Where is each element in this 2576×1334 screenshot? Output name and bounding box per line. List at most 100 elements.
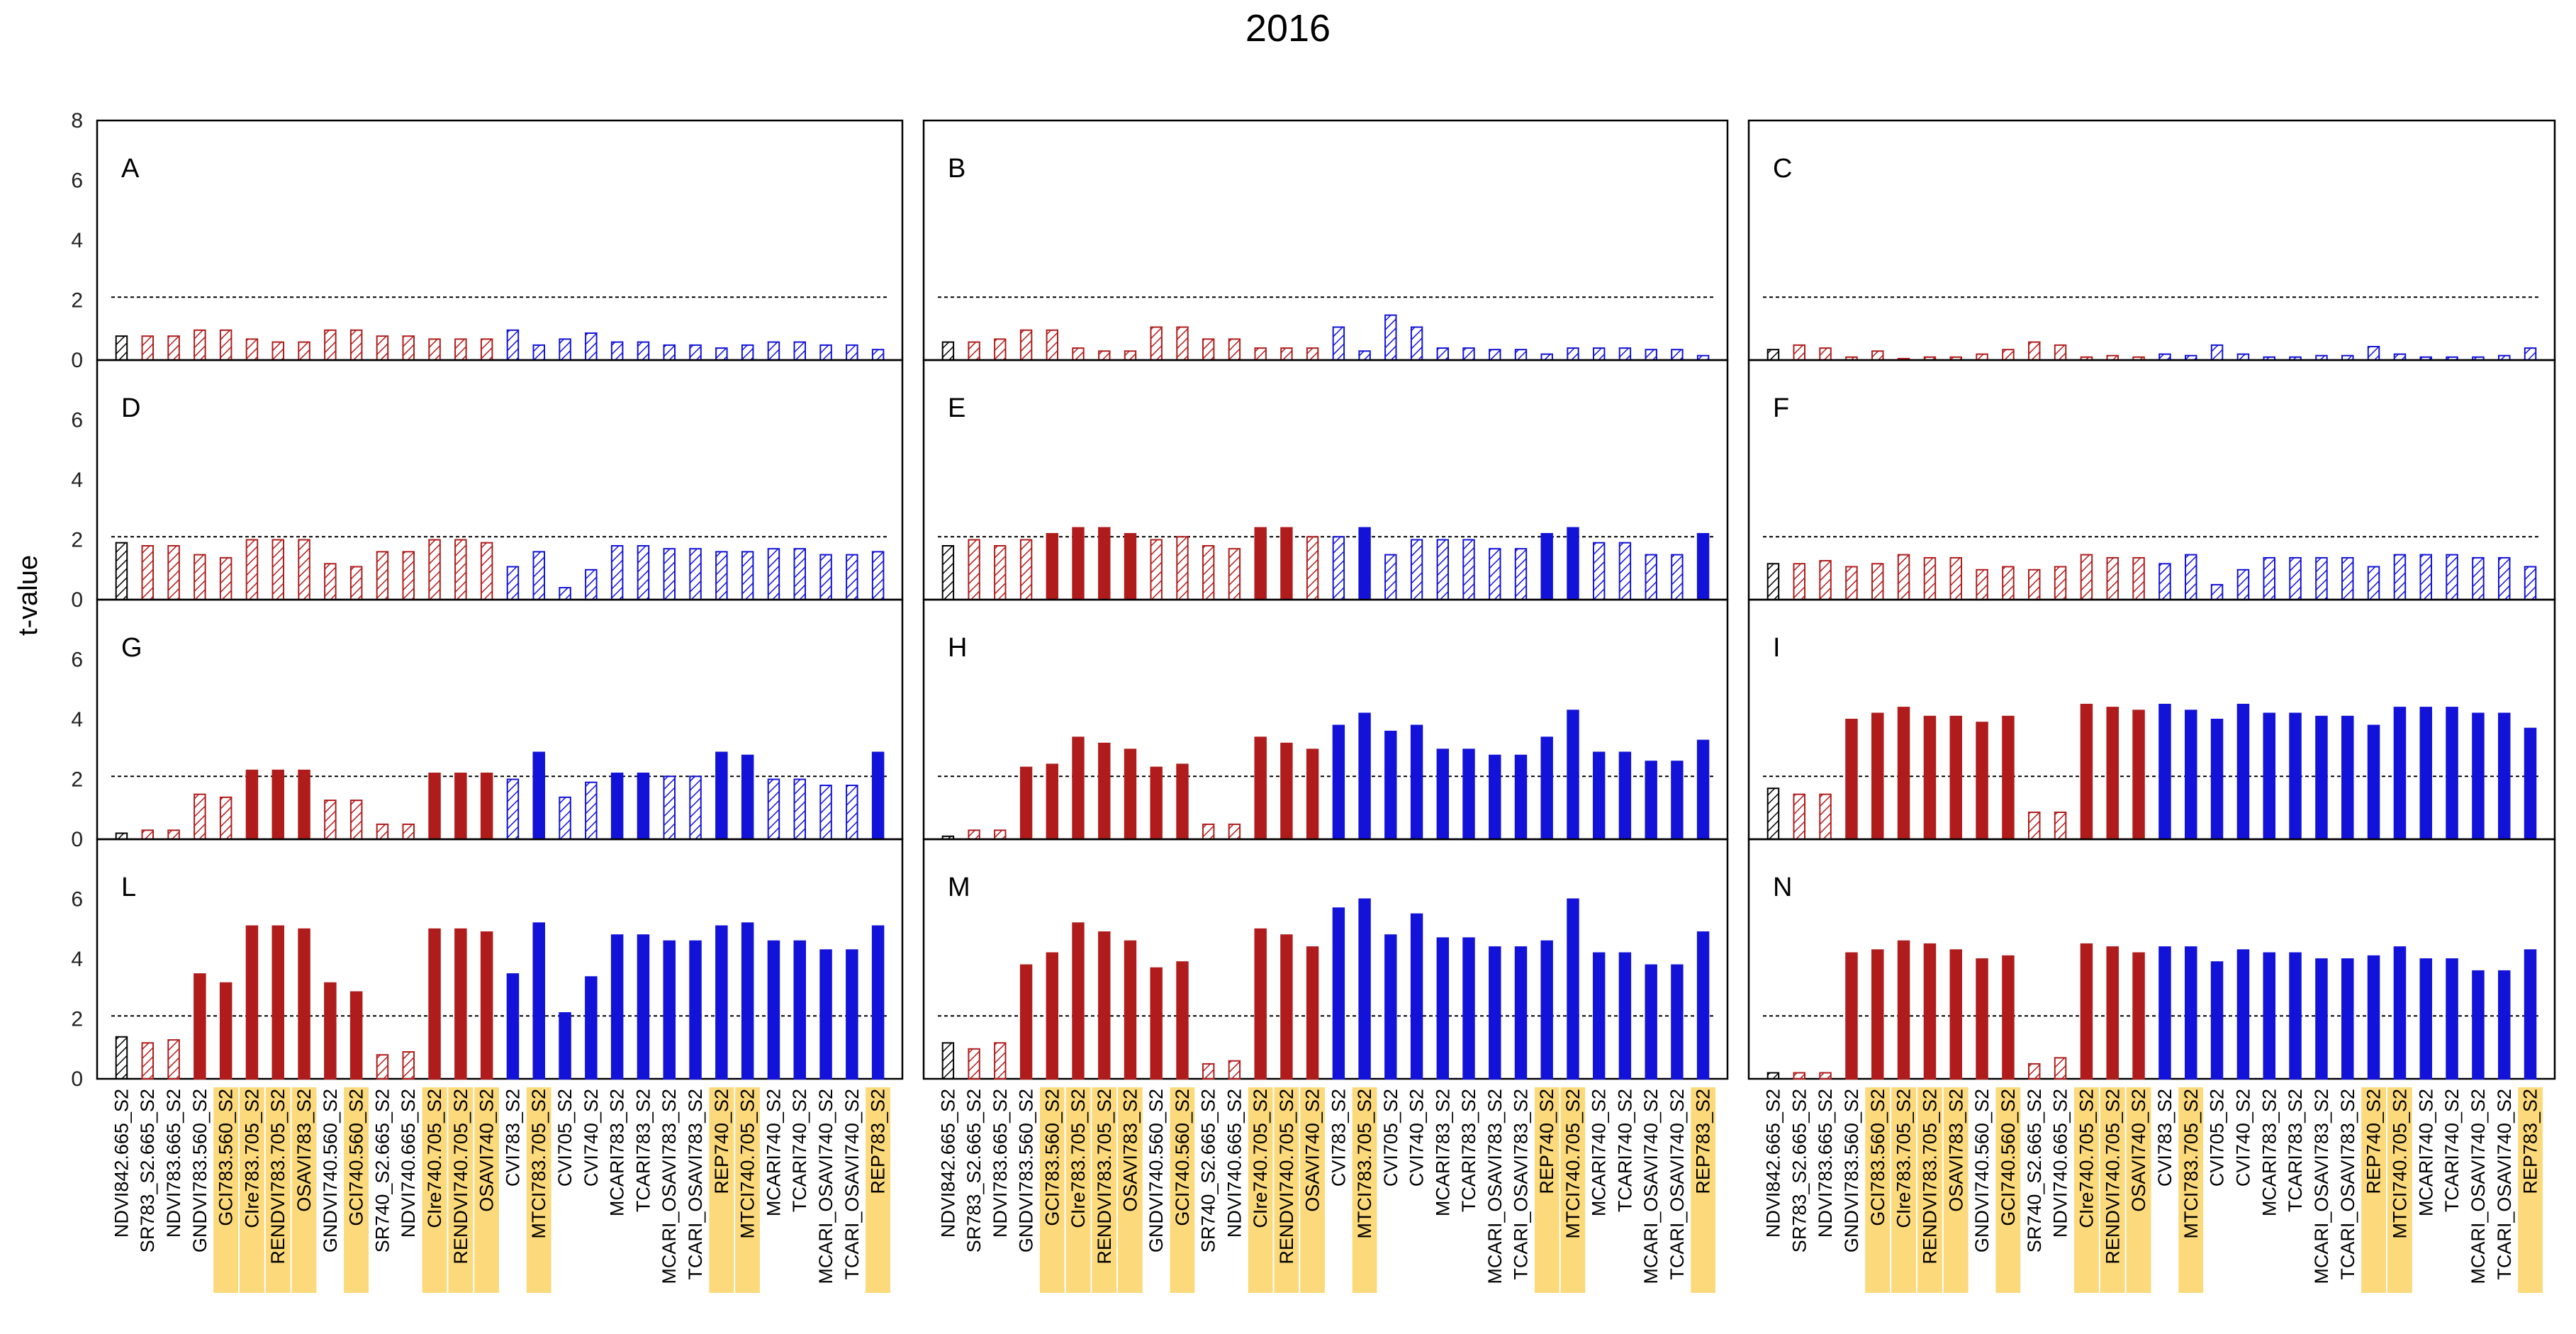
bar-M-GNDVI783.560_S2 bbox=[1019, 964, 1033, 1080]
bar-H-OSAVI783_S2 bbox=[1124, 749, 1137, 841]
bar-L-CVI740_S2 bbox=[585, 976, 598, 1080]
y-axis-label: t-value bbox=[13, 555, 43, 636]
bar-F-OSAVI783_S2 bbox=[1949, 556, 1962, 601]
bar-B-CVI783_S2 bbox=[1332, 326, 1345, 361]
category-label: MTCI740.705_S2 bbox=[2389, 1089, 2410, 1239]
bar-A-SR783_S2.665_S2 bbox=[141, 335, 154, 361]
bar-M-MTCI740.705_S2 bbox=[1567, 898, 1579, 1080]
category-label: CVI783_S2 bbox=[502, 1089, 523, 1187]
panel-letter: N bbox=[1773, 873, 1792, 902]
bar-H-CIre783.705_S2 bbox=[1072, 736, 1085, 841]
bar-F-CIre783.705_S2 bbox=[1897, 554, 1910, 600]
category-label: SR783_S2.665_S2 bbox=[963, 1089, 985, 1252]
bar-G-CVI705_S2 bbox=[559, 796, 571, 840]
bar-E-MTCI740.705_S2 bbox=[1567, 527, 1579, 600]
bar-B-RENDVI783.705_S2 bbox=[1098, 350, 1111, 361]
bar-F-MCARI740_S2 bbox=[2419, 554, 2432, 600]
category-label: CVI740_S2 bbox=[581, 1089, 602, 1187]
bar-M-TCARI_OSAVI740_S2 bbox=[1671, 964, 1684, 1080]
bar-I-SR740_S2.665_S2 bbox=[2028, 812, 2041, 840]
bar-L-CVI783_S2 bbox=[506, 973, 520, 1080]
bar-N-SR783_S2.665_S2 bbox=[1793, 1072, 1805, 1080]
bar-G-CVI783_S2 bbox=[506, 778, 520, 840]
bar-M-MCARI_OSAVI783_S2 bbox=[1489, 946, 1501, 1080]
y-tick-label: 0 bbox=[71, 828, 83, 851]
bar-B-TCARI740_S2 bbox=[1618, 347, 1632, 361]
category-label: MCARI740_S2 bbox=[2415, 1089, 2436, 1216]
y-tick-label: 0 bbox=[71, 588, 83, 612]
bar-E-OSAVI740_S2 bbox=[1306, 536, 1319, 600]
bar-M-CIre740.705_S2 bbox=[1254, 928, 1267, 1080]
category-highlight bbox=[344, 1087, 369, 1293]
bar-M-RENDVI783.705_S2 bbox=[1098, 931, 1111, 1080]
y-tick-label: 4 bbox=[71, 469, 83, 492]
bar-N-TCARI_OSAVI783_S2 bbox=[2341, 958, 2354, 1080]
bar-G-MTCI740.705_S2 bbox=[741, 754, 754, 840]
bar-F-TCARI740_S2 bbox=[2446, 554, 2458, 600]
bar-L-RENDVI783.705_S2 bbox=[271, 925, 284, 1080]
bar-D-GNDVI740.560_S2 bbox=[324, 563, 337, 600]
bar-E-NDVI740.665_S2 bbox=[1228, 548, 1241, 601]
bar-I-REP783_S2 bbox=[2524, 727, 2537, 840]
category-label: TCARI783_S2 bbox=[1458, 1089, 1479, 1212]
bar-F-CVI783_S2 bbox=[2158, 563, 2171, 600]
bar-D-GCI740.560_S2 bbox=[349, 566, 363, 600]
category-label: RENDVI740.705_S2 bbox=[1276, 1089, 1297, 1265]
bar-I-TCARI783_S2 bbox=[2289, 712, 2302, 840]
bar-A-MCARI_OSAVI740_S2 bbox=[819, 344, 832, 361]
bar-A-GCI740.560_S2 bbox=[349, 329, 363, 361]
category-label: MTCI740.705_S2 bbox=[1562, 1089, 1584, 1239]
bar-D-CVI783_S2 bbox=[506, 566, 520, 600]
bar-D-TCARI783_S2 bbox=[637, 545, 650, 600]
category-label: GNDVI740.560_S2 bbox=[1971, 1089, 1993, 1252]
bar-L-OSAVI783_S2 bbox=[298, 928, 310, 1080]
panel-F: F bbox=[1747, 359, 2556, 601]
bar-E-REP740_S2 bbox=[1540, 533, 1553, 600]
bar-H-TCARI_OSAVI740_S2 bbox=[1671, 761, 1684, 841]
bar-N-GCI783.560_S2 bbox=[1871, 949, 1884, 1080]
category-label: TCARI_OSAVI740_S2 bbox=[841, 1089, 863, 1280]
bar-A-MTCI740.705_S2 bbox=[741, 344, 754, 361]
category-label: TCARI_OSAVI783_S2 bbox=[2337, 1089, 2358, 1280]
category-label: TCARI783_S2 bbox=[2285, 1089, 2306, 1212]
panel-N: N NDVI842.665_S2 SR783_S2.665_S2 NDVI783.66… bbox=[1747, 838, 2556, 1293]
bar-B-OSAVI783_S2 bbox=[1124, 350, 1137, 361]
bar-B-CIre740.705_S2 bbox=[1254, 347, 1267, 361]
bar-A-MCARI740_S2 bbox=[767, 341, 780, 361]
bar-A-GCI783.560_S2 bbox=[219, 329, 233, 361]
category-label: GCI740.560_S2 bbox=[1998, 1089, 2019, 1226]
bar-C-GCI783.560_S2 bbox=[1871, 350, 1884, 361]
category-highlight bbox=[1039, 1087, 1065, 1293]
category-highlight bbox=[1065, 1087, 1091, 1293]
panel-frame bbox=[96, 359, 904, 601]
bar-N-TCARI783_S2 bbox=[2289, 952, 2302, 1080]
category-label: SR783_S2.665_S2 bbox=[137, 1089, 158, 1252]
category-highlight bbox=[422, 1087, 447, 1293]
bar-M-OSAVI740_S2 bbox=[1306, 946, 1319, 1080]
category-label: MCARI783_S2 bbox=[607, 1089, 628, 1216]
bar-H-GCI740.560_S2 bbox=[1176, 763, 1189, 841]
bar-H-GNDVI783.560_S2 bbox=[1019, 766, 1033, 840]
panel-frame bbox=[1747, 359, 2556, 601]
category-label: GCI740.560_S2 bbox=[346, 1089, 367, 1226]
bar-A-MTCI783.705_S2 bbox=[532, 344, 545, 361]
bar-M-TCARI740_S2 bbox=[1618, 952, 1632, 1080]
bar-N-GNDVI783.560_S2 bbox=[1845, 952, 1858, 1080]
category-label: CVI783_S2 bbox=[1328, 1089, 1349, 1187]
panel-frame bbox=[96, 598, 904, 841]
bar-D-MTCI783.705_S2 bbox=[532, 551, 545, 601]
category-label: NDVI740.665_S2 bbox=[2050, 1089, 2071, 1238]
bar-A-NDVI842.665_S2 bbox=[115, 335, 128, 361]
bar-C-REP783_S2 bbox=[2524, 347, 2537, 361]
bar-G-MCARI783_S2 bbox=[610, 773, 624, 840]
bar-A-TCARI740_S2 bbox=[793, 341, 806, 361]
bar-A-OSAVI740_S2 bbox=[480, 338, 493, 361]
bar-N-SR740_S2.665_S2 bbox=[2028, 1063, 2041, 1080]
category-label: CVI740_S2 bbox=[2232, 1089, 2253, 1187]
bar-E-CIre740.705_S2 bbox=[1254, 527, 1267, 600]
bar-M-REP783_S2 bbox=[1696, 931, 1710, 1080]
bar-G-GNDVI740.560_S2 bbox=[324, 800, 337, 840]
bar-E-SR740_S2.665_S2 bbox=[1202, 545, 1215, 600]
category-label: MCARI740_S2 bbox=[763, 1089, 784, 1216]
panel-letter: F bbox=[1773, 393, 1789, 423]
